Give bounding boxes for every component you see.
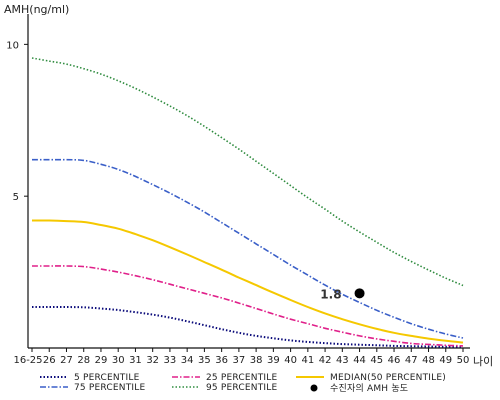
legend-label: MEDIAN(50 PERCENTILE) [330,373,446,383]
legend-label: 5 PERCENTILE [74,373,140,383]
x-tick-label: 28 [77,355,90,366]
series-line-25-percentile [32,265,464,347]
x-tick-label: 40 [284,355,297,366]
x-tick-label: 33 [164,355,177,366]
x-tick-label: 34 [181,355,194,366]
x-tick-label: 47 [405,355,418,366]
x-tick-label: 30 [112,355,125,366]
y-tick-label: 10 [6,40,19,51]
legend: 5 PERCENTILE 25 PERCENTILE MEDIAN(50 PERCE… [40,373,446,394]
legend-label: 95 PERCENTILE [206,383,278,393]
series-line-median-50-percentile [31,219,464,344]
x-tick-label: 44 [353,355,366,366]
x-tick-label: 42 [319,355,332,366]
x-tick-label: 37 [233,355,246,366]
series-line-75-percentile [32,158,464,339]
x-tick-label: 36 [215,355,228,366]
x-axis-title: 나이 [473,355,493,368]
x-tick-label: 26 [43,355,56,366]
x-tick-label: 16-25 [13,355,42,366]
y-ticks: 5 10 [6,40,28,203]
x-tick-label: 49 [439,355,452,366]
x-tick-label: 32 [146,355,159,366]
series-layer [31,57,464,348]
legend-point-marker [310,384,318,392]
patient-amh-point [354,288,365,299]
x-axis: 나이 [28,347,493,368]
x-tick-label: 38 [250,355,263,366]
y-axis-title: AMH(ng/ml) [4,3,69,16]
x-tick-label: 27 [60,355,73,366]
x-tick-label: 45 [370,355,383,366]
x-tick-label: 46 [388,355,401,366]
x-tick-label: 31 [129,355,142,366]
legend-label: 수진자의 AMH 농도 [330,383,408,394]
x-tick-label: 41 [301,355,314,366]
y-tick-label: 5 [13,192,19,203]
series-line-5-percentile [31,306,463,348]
x-ticks: 16-25 26 27 28 29 30 31 32 33 34 35 36 37 38 39 40 41 42 4… [13,348,469,366]
x-tick-label: 43 [336,355,349,366]
series-line-95-percentile [31,57,464,287]
x-tick-label: 35 [198,355,211,366]
legend-label: 75 PERCENTILE [74,383,146,393]
x-tick-label: 29 [95,355,108,366]
point-layer: 1.8 [320,287,365,301]
x-tick-label: 50 [457,355,470,366]
x-tick-label: 39 [267,355,280,366]
patient-amh-value-label: 1.8 [320,287,341,301]
x-tick-label: 48 [422,355,435,366]
legend-label: 25 PERCENTILE [206,373,278,383]
y-axis: AMH(ng/ml) [4,3,69,348]
